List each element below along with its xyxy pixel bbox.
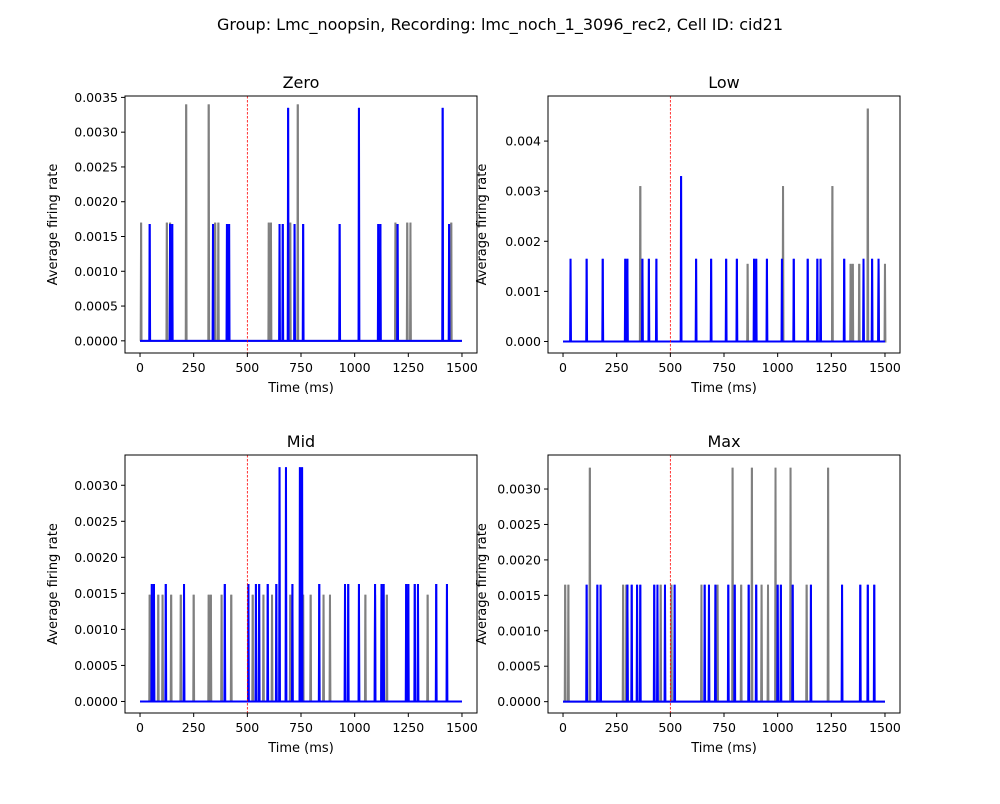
y-tick-label-low: 0.002: [505, 234, 541, 249]
x-axis-label-low: Time (ms): [690, 381, 757, 396]
x-tick-label-low: 1500: [869, 360, 901, 375]
x-tick-label-zero: 500: [235, 360, 259, 375]
x-tick-label-mid: 0: [136, 720, 144, 735]
y-tick-label-low: 0.001: [505, 284, 541, 299]
x-tick-label-low: 500: [658, 360, 682, 375]
y-axis-label-low: Average firing rate: [475, 164, 490, 286]
y-tick-label-zero: 0.0010: [74, 264, 118, 279]
x-tick-label-zero: 250: [182, 360, 206, 375]
plot-area-low: [548, 96, 900, 353]
x-tick-label-max: 1250: [815, 720, 847, 735]
y-axis-label-max: Average firing rate: [475, 523, 490, 645]
y-tick-label-zero: 0.0025: [74, 159, 118, 174]
panel-title-zero: Zero: [283, 73, 320, 92]
x-tick-label-mid: 1500: [446, 720, 478, 735]
y-tick-label-low: 0.004: [505, 134, 541, 149]
x-tick-label-mid: 1250: [392, 720, 424, 735]
y-tick-label-zero: 0.0005: [74, 299, 118, 314]
x-tick-label-mid: 250: [182, 720, 206, 735]
y-tick-label-max: 0.0010: [497, 623, 541, 638]
y-tick-label-max: 0.0015: [497, 588, 541, 603]
y-tick-label-mid: 0.0025: [74, 514, 118, 529]
x-axis-label-mid: Time (ms): [267, 741, 334, 756]
y-tick-label-max: 0.0025: [497, 517, 541, 532]
x-tick-label-zero: 0: [136, 360, 144, 375]
x-tick-label-max: 750: [712, 720, 736, 735]
x-tick-label-max: 1000: [762, 720, 794, 735]
panel-mid: 0 250 500 750 1000 1250 1500 0.0000 0.0005 0.0010…: [46, 432, 478, 756]
y-tick-label-zero: 0.0030: [74, 125, 118, 140]
y-tick-label-zero: 0.0035: [74, 90, 118, 105]
y-axis-label-zero: Average firing rate: [46, 164, 61, 286]
x-axis-label-max: Time (ms): [690, 741, 757, 756]
x-tick-label-zero: 1000: [339, 360, 371, 375]
figure-suptitle: Group: Lmc_noopsin, Recording: lmc_noch_…: [217, 15, 783, 35]
y-tick-label-mid: 0.0005: [74, 658, 118, 673]
x-tick-label-zero: 750: [289, 360, 313, 375]
y-tick-label-mid: 0.0030: [74, 478, 118, 493]
y-tick-label-low: 0.003: [505, 184, 541, 199]
series-trace-zero-2: [140, 107, 462, 342]
y-tick-label-mid: 0.0020: [74, 550, 118, 565]
y-tick-label-zero: 0.0020: [74, 194, 118, 209]
panel-title-max: Max: [707, 432, 740, 451]
x-tick-label-max: 500: [658, 720, 682, 735]
y-tick-label-mid: 0.0015: [74, 586, 118, 601]
x-tick-label-zero: 1250: [392, 360, 424, 375]
panel-max: 0 250 500 750 1000 1250 1500 0.0000 0.0005 0.0010…: [475, 432, 901, 756]
x-tick-label-low: 750: [712, 360, 736, 375]
panel-title-low: Low: [708, 73, 740, 92]
panel-title-mid: Mid: [287, 432, 315, 451]
x-tick-label-mid: 500: [235, 720, 259, 735]
x-tick-label-low: 1250: [815, 360, 847, 375]
x-tick-label-mid: 750: [289, 720, 313, 735]
y-axis-label-mid: Average firing rate: [46, 523, 61, 645]
y-tick-label-mid: 0.0010: [74, 622, 118, 637]
y-tick-label-zero: 0.0015: [74, 229, 118, 244]
y-tick-label-max: 0.0000: [497, 694, 541, 709]
y-tick-label-mid: 0.0000: [74, 694, 118, 709]
x-tick-label-zero: 1500: [446, 360, 478, 375]
y-tick-label-max: 0.0020: [497, 552, 541, 567]
y-tick-label-zero: 0.0000: [74, 333, 118, 348]
panel-low: 0 250 500 750 1000 1250 1500 0.000 0.001 0.002 0.0…: [475, 73, 901, 396]
x-tick-label-low: 0: [559, 360, 567, 375]
panel-zero: 0 250 500 750 1000 1250 1500 0.0000 0.0005 0.0010…: [46, 73, 478, 396]
x-tick-label-max: 0: [559, 720, 567, 735]
y-tick-label-max: 0.0005: [497, 659, 541, 674]
plot-area-zero: [125, 96, 477, 353]
x-tick-label-low: 1000: [762, 360, 794, 375]
x-axis-label-zero: Time (ms): [267, 381, 334, 396]
y-tick-label-low: 0.000: [505, 334, 541, 349]
x-tick-label-max: 1500: [869, 720, 901, 735]
x-tick-label-max: 250: [605, 720, 629, 735]
x-tick-label-low: 250: [605, 360, 629, 375]
x-tick-label-mid: 1000: [339, 720, 371, 735]
y-tick-label-max: 0.0030: [497, 482, 541, 497]
